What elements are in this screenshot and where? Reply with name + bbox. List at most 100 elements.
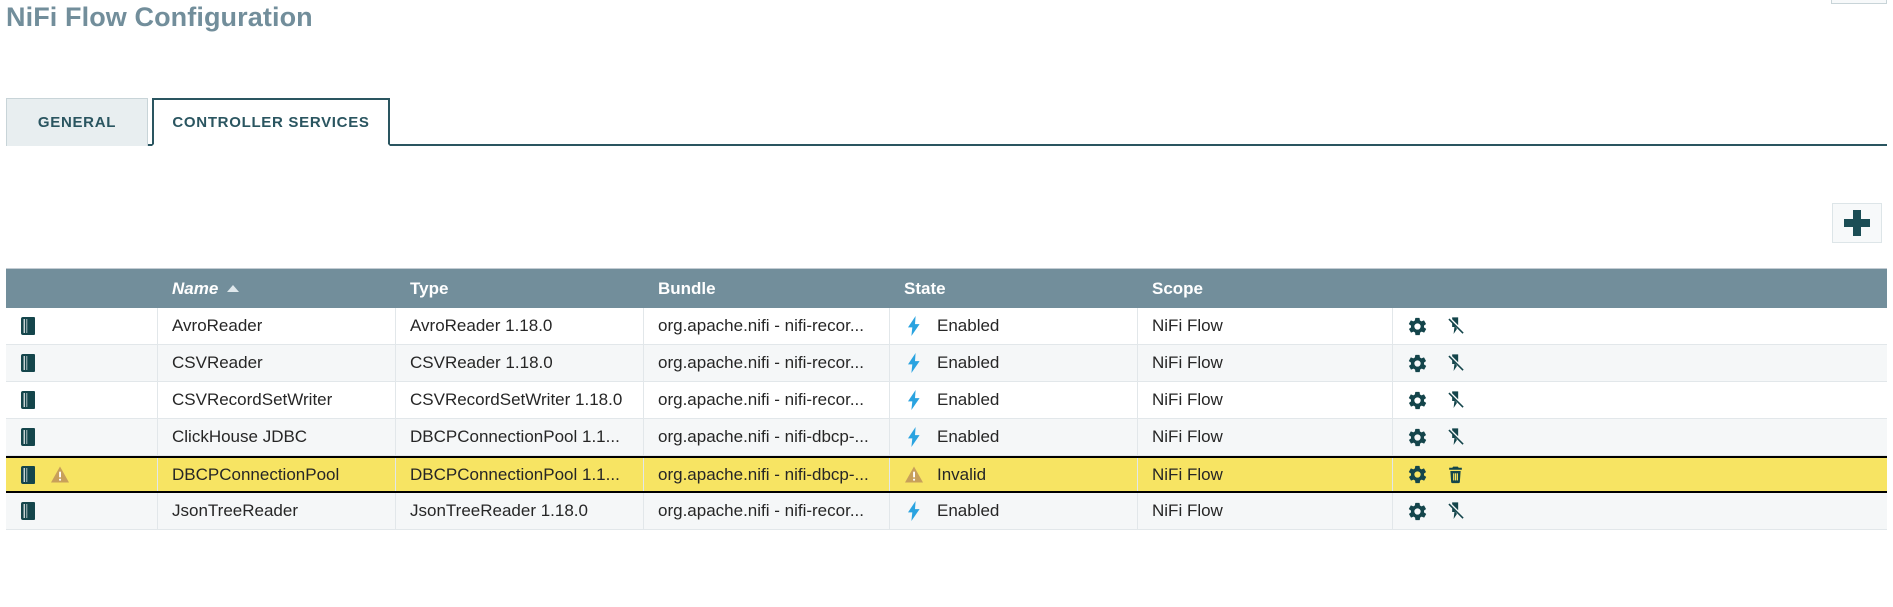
cell-type: CSVReader 1.18.0 [396,345,644,381]
flash-off-icon[interactable] [1446,501,1466,522]
cell-name: ClickHouse JDBC [158,419,396,455]
lightning-bolt-icon [904,353,924,373]
lightning-bolt-icon [904,390,924,410]
table-row[interactable]: DBCPConnectionPool DBCPConnectionPool 1.1… [6,456,1887,493]
cell-scope-text: NiFi Flow [1152,390,1223,409]
gear-icon[interactable] [1407,464,1428,485]
cell-actions [1393,493,1887,529]
column-header-scope-label: Scope [1152,278,1204,298]
cell-type-text: CSVRecordSetWriter 1.18.0 [410,390,623,409]
cell-type: CSVRecordSetWriter 1.18.0 [396,382,644,418]
cell-actions [1393,382,1887,418]
cell-scope-text: NiFi Flow [1152,353,1223,372]
cell-bundle-text: org.apache.nifi - nifi-dbcp-... [658,464,869,484]
cell-scope-text: NiFi Flow [1152,427,1223,446]
row-actions [1407,316,1466,337]
column-header-scope[interactable]: Scope [1138,269,1393,308]
cell-scope-text: NiFi Flow [1152,316,1223,335]
cell-state: Enabled [890,419,1138,455]
row-icon-cell [6,345,158,381]
row-icon-cell [6,308,158,344]
cell-actions [1393,308,1887,344]
cell-type-text: CSVReader 1.18.0 [410,353,553,372]
cell-name: CSVReader [158,345,396,381]
cell-type-text: JsonTreeReader 1.18.0 [410,501,588,520]
tab-underline [6,144,1887,146]
table-row[interactable]: CSVReader CSVReader 1.18.0 org.apache.nifi… [6,345,1887,382]
cell-type: AvroReader 1.18.0 [396,308,644,344]
cell-name: CSVRecordSetWriter [158,382,396,418]
status-badge: Enabled [904,390,999,410]
table-body: AvroReader AvroReader 1.18.0 org.apache.ni… [6,308,1887,530]
cell-scope: NiFi Flow [1138,382,1393,418]
page-title: NiFi Flow Configuration [6,2,313,32]
gear-icon[interactable] [1407,501,1428,522]
cell-state: Enabled [890,382,1138,418]
cell-name: JsonTreeReader [158,493,396,529]
flash-off-icon[interactable] [1446,316,1466,337]
cell-bundle-text: org.apache.nifi - nifi-recor... [658,501,864,520]
gear-icon[interactable] [1407,427,1428,448]
cell-name-text: DBCPConnectionPool [172,464,340,484]
cell-name: DBCPConnectionPool [158,458,396,491]
status-badge: Enabled [904,353,999,373]
column-header-state-label: State [904,278,946,298]
table-row[interactable]: CSVRecordSetWriter CSVRecordSetWriter 1.1… [6,382,1887,419]
cell-actions [1393,458,1887,491]
cell-scope: NiFi Flow [1138,419,1393,455]
cell-state: Invalid [890,458,1138,491]
add-controller-service-button[interactable] [1832,203,1882,243]
state-label: Enabled [937,390,1000,409]
state-label: Enabled [937,353,1000,372]
gear-icon[interactable] [1407,390,1428,411]
cell-bundle-text: org.apache.nifi - nifi-recor... [658,353,864,372]
cell-actions [1393,345,1887,381]
column-header-type[interactable]: Type [396,269,644,308]
sort-ascending-icon [227,285,240,292]
cell-scope: NiFi Flow [1138,493,1393,529]
warning-triangle-icon [50,465,70,484]
state-label: Enabled [937,501,1000,520]
table-row[interactable]: ClickHouse JDBC DBCPConnectionPool 1.1...… [6,419,1887,456]
row-actions [1407,464,1465,485]
cell-type-text: DBCPConnectionPool 1.1... [410,427,620,446]
cell-state: Enabled [890,308,1138,344]
cell-name-text: JsonTreeReader [172,501,298,520]
cell-bundle-text: org.apache.nifi - nifi-dbcp-... [658,427,869,446]
cell-type-text: DBCPConnectionPool 1.1... [410,464,620,484]
gear-icon[interactable] [1407,353,1428,374]
cell-bundle: org.apache.nifi - nifi-recor... [644,345,890,381]
cell-type: DBCPConnectionPool 1.1... [396,419,644,455]
flash-off-icon[interactable] [1446,390,1466,411]
cell-name: AvroReader [158,308,396,344]
column-header-bundle[interactable]: Bundle [644,269,890,308]
cell-name-text: AvroReader [172,316,263,335]
trash-icon[interactable] [1446,464,1465,485]
lightning-bolt-icon [904,501,924,521]
state-label: Invalid [937,464,987,484]
cell-scope-text: NiFi Flow [1152,501,1223,520]
cell-bundle: org.apache.nifi - nifi-dbcp-... [644,458,890,491]
column-header-type-label: Type [410,278,449,298]
column-header-name[interactable]: Name [158,269,396,308]
status-badge: Enabled [904,501,999,521]
flash-off-icon[interactable] [1446,427,1466,448]
gear-icon[interactable] [1407,316,1428,337]
tab-general[interactable]: GENERAL [6,98,148,146]
cell-state: Enabled [890,345,1138,381]
cell-bundle-text: org.apache.nifi - nifi-recor... [658,316,864,335]
cell-name-text: CSVReader [172,353,263,372]
table-row[interactable]: AvroReader AvroReader 1.18.0 org.apache.ni… [6,308,1887,345]
tab-controller-services[interactable]: CONTROLLER SERVICES [152,98,390,146]
book-icon [20,316,38,336]
table-row[interactable]: JsonTreeReader JsonTreeReader 1.18.0 org.a… [6,493,1887,530]
cell-type: JsonTreeReader 1.18.0 [396,493,644,529]
table-header-row: Name Type Bundle State Scope [6,268,1887,308]
cell-name-text: ClickHouse JDBC [172,427,308,446]
book-icon [20,501,38,521]
status-badge: Enabled [904,316,999,336]
row-icon-cell [6,382,158,418]
column-header-state[interactable]: State [890,269,1138,308]
flash-off-icon[interactable] [1446,353,1466,374]
lightning-bolt-icon [904,316,924,336]
